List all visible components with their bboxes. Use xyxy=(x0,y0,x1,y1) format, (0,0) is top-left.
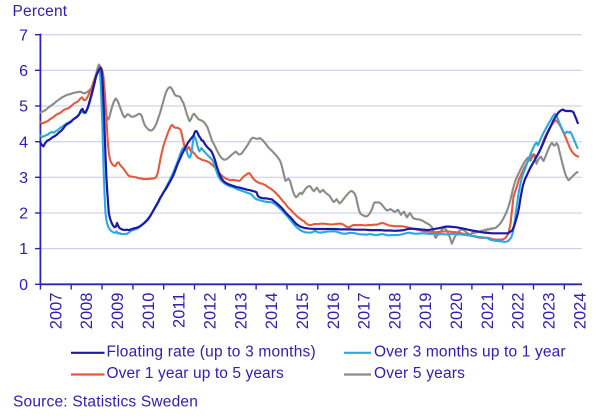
svg-text:2022: 2022 xyxy=(510,293,528,330)
svg-text:2010: 2010 xyxy=(140,293,158,330)
svg-text:5: 5 xyxy=(19,99,28,116)
svg-text:Floating rate (up to 3 months): Floating rate (up to 3 months) xyxy=(107,344,316,361)
svg-text:Over 3 months up to 1 year: Over 3 months up to 1 year xyxy=(374,344,566,361)
svg-text:2014: 2014 xyxy=(263,293,281,330)
svg-text:2013: 2013 xyxy=(232,293,250,330)
svg-text:Over 1 year up to 5 years: Over 1 year up to 5 years xyxy=(107,365,285,382)
svg-text:2021: 2021 xyxy=(479,293,497,330)
svg-text:Percent: Percent xyxy=(13,3,68,20)
svg-text:2012: 2012 xyxy=(202,293,220,330)
svg-text:2020: 2020 xyxy=(448,293,466,330)
svg-text:2016: 2016 xyxy=(325,293,343,330)
svg-text:2017: 2017 xyxy=(356,293,374,330)
svg-text:2007: 2007 xyxy=(47,293,65,330)
svg-text:7: 7 xyxy=(19,27,28,44)
svg-text:2011: 2011 xyxy=(171,293,189,328)
svg-text:2019: 2019 xyxy=(417,293,435,330)
svg-text:2015: 2015 xyxy=(294,293,312,330)
svg-text:0: 0 xyxy=(19,277,28,294)
svg-text:2008: 2008 xyxy=(78,293,96,330)
svg-text:4: 4 xyxy=(19,134,28,151)
svg-text:Over 5 years: Over 5 years xyxy=(374,365,465,382)
svg-text:2: 2 xyxy=(19,206,28,223)
svg-text:2018: 2018 xyxy=(386,293,404,330)
svg-text:2023: 2023 xyxy=(541,293,559,330)
svg-text:2009: 2009 xyxy=(109,293,127,330)
svg-text:6: 6 xyxy=(19,63,28,80)
svg-text:Source: Statistics Sweden: Source: Statistics Sweden xyxy=(13,394,198,411)
svg-text:1: 1 xyxy=(19,241,28,258)
svg-text:2024: 2024 xyxy=(571,293,589,330)
svg-text:3: 3 xyxy=(19,170,28,187)
